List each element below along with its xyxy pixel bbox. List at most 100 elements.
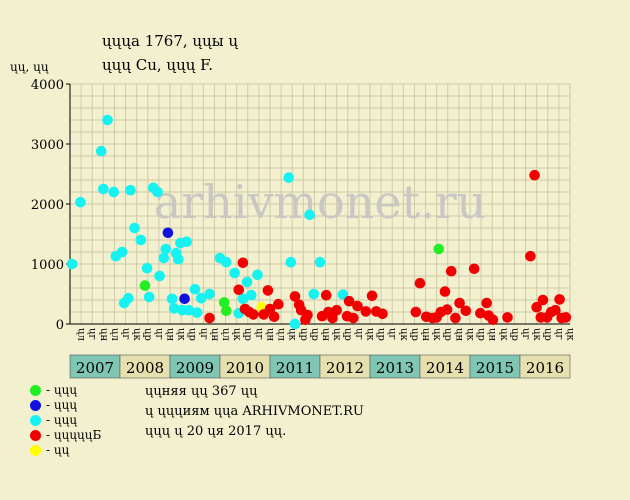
point-cyan <box>152 186 163 198</box>
point-red <box>560 312 572 323</box>
y-tick-label: 1000 <box>31 258 64 273</box>
point-red <box>445 265 457 277</box>
point-red <box>414 277 426 289</box>
point-cyan <box>116 246 128 258</box>
month-label: ųг <box>387 328 398 340</box>
legend-label-yellow: - ųų <box>46 443 70 457</box>
point-green <box>433 243 445 255</box>
month-label: ųр <box>409 328 420 341</box>
month-label: ųр <box>298 328 309 341</box>
legend-label-red: - ųųųųųБ <box>46 428 102 442</box>
point-cyan <box>289 318 301 330</box>
point-cyan <box>66 258 78 270</box>
point-red <box>529 169 540 181</box>
month-label: ųк <box>231 328 242 341</box>
chart-title-line1: ųųųа 1767, ųųы ų <box>102 32 239 50</box>
point-cyan <box>129 222 140 234</box>
month-label: ųк <box>176 328 187 341</box>
point-red <box>264 303 276 315</box>
month-label: ųр <box>242 328 253 341</box>
point-red <box>475 307 486 319</box>
point-red <box>352 300 363 312</box>
point-red <box>273 298 284 310</box>
y-axis-label: ųų, ųų <box>10 60 49 74</box>
year-label-2008: 2008 <box>126 359 164 377</box>
month-label: ųк <box>331 328 342 341</box>
point-cyan <box>168 303 180 314</box>
point-red <box>268 311 280 323</box>
year-label-2015: 2015 <box>476 359 514 377</box>
month-label: ųн <box>209 328 220 341</box>
point-cyan <box>285 256 297 268</box>
month-label: ųл <box>76 328 87 341</box>
year-label-2009: 2009 <box>176 359 214 377</box>
point-cyan <box>154 270 165 282</box>
y-tick-label: 4000 <box>31 78 64 93</box>
point-red <box>531 301 542 313</box>
point-blue <box>179 293 190 305</box>
point-red <box>360 306 372 317</box>
month-label: ųг <box>520 328 531 340</box>
month-label: ųк <box>564 328 575 341</box>
month-label: ųн <box>164 328 175 341</box>
year-label-2007: 2007 <box>76 359 114 377</box>
legend-dot-yellow <box>30 445 41 456</box>
month-label: ųк <box>287 328 298 341</box>
year-label-2010: 2010 <box>226 359 264 377</box>
point-cyan <box>98 183 109 195</box>
point-cyan <box>245 289 257 301</box>
legend-item-yellow: - ųų <box>30 443 101 458</box>
point-cyan <box>189 283 201 295</box>
point-cyan <box>125 184 136 196</box>
point-red <box>233 284 245 296</box>
y-tick-label: 0 <box>56 318 64 333</box>
y-tick-label: 3000 <box>31 138 64 153</box>
legend-dot-cyan <box>30 415 41 426</box>
point-red <box>348 312 359 324</box>
note-line3: ųųų ų 20 ųя 2017 ųų. <box>145 424 287 439</box>
point-cyan <box>123 292 134 304</box>
watermark-text: arhivmonet.ru <box>154 175 487 229</box>
point-red <box>320 289 332 301</box>
point-cyan <box>143 291 155 303</box>
point-red <box>343 295 355 307</box>
month-label: ųр <box>476 328 487 341</box>
point-red <box>481 297 492 309</box>
point-red <box>262 285 274 296</box>
month-label: ųк <box>131 328 142 341</box>
year-label-2016: 2016 <box>526 359 564 377</box>
point-blue <box>162 227 174 239</box>
month-label: ųк <box>464 328 475 341</box>
month-label: ųр <box>342 328 353 341</box>
legend-dot-green <box>30 385 41 396</box>
point-cyan <box>241 276 253 288</box>
point-cyan <box>195 292 207 304</box>
point-cyan <box>166 293 178 305</box>
point-cyan <box>160 243 172 255</box>
legend-dot-blue <box>30 400 41 411</box>
year-band-2016 <box>519 354 571 379</box>
point-red <box>468 263 480 275</box>
point-red <box>237 257 249 269</box>
point-cyan <box>308 288 320 300</box>
month-label: ųр <box>542 328 553 341</box>
point-cyan <box>75 196 86 208</box>
legend-item-blue: - ųųų <box>30 398 101 413</box>
point-red <box>302 309 313 321</box>
point-green <box>220 305 232 317</box>
legend: - ųųų - ųųų - ųųų - ųųųųųБ - ųų <box>30 383 101 458</box>
point-red <box>550 304 561 316</box>
point-red <box>554 294 565 305</box>
month-label: ųг <box>87 328 98 340</box>
point-cyan <box>95 145 107 157</box>
month-label: ųр <box>442 328 453 341</box>
month-label: ųг <box>198 328 209 340</box>
year-label-2012: 2012 <box>326 359 364 377</box>
year-label-2014: 2014 <box>426 359 464 377</box>
point-red <box>460 305 472 317</box>
month-label: ųг <box>153 328 164 340</box>
chart-title-line2: ųųų Cu, ųųų F. <box>102 56 214 74</box>
month-label: ųр <box>187 328 198 341</box>
month-label: ųк <box>431 328 442 341</box>
point-red <box>439 286 451 297</box>
